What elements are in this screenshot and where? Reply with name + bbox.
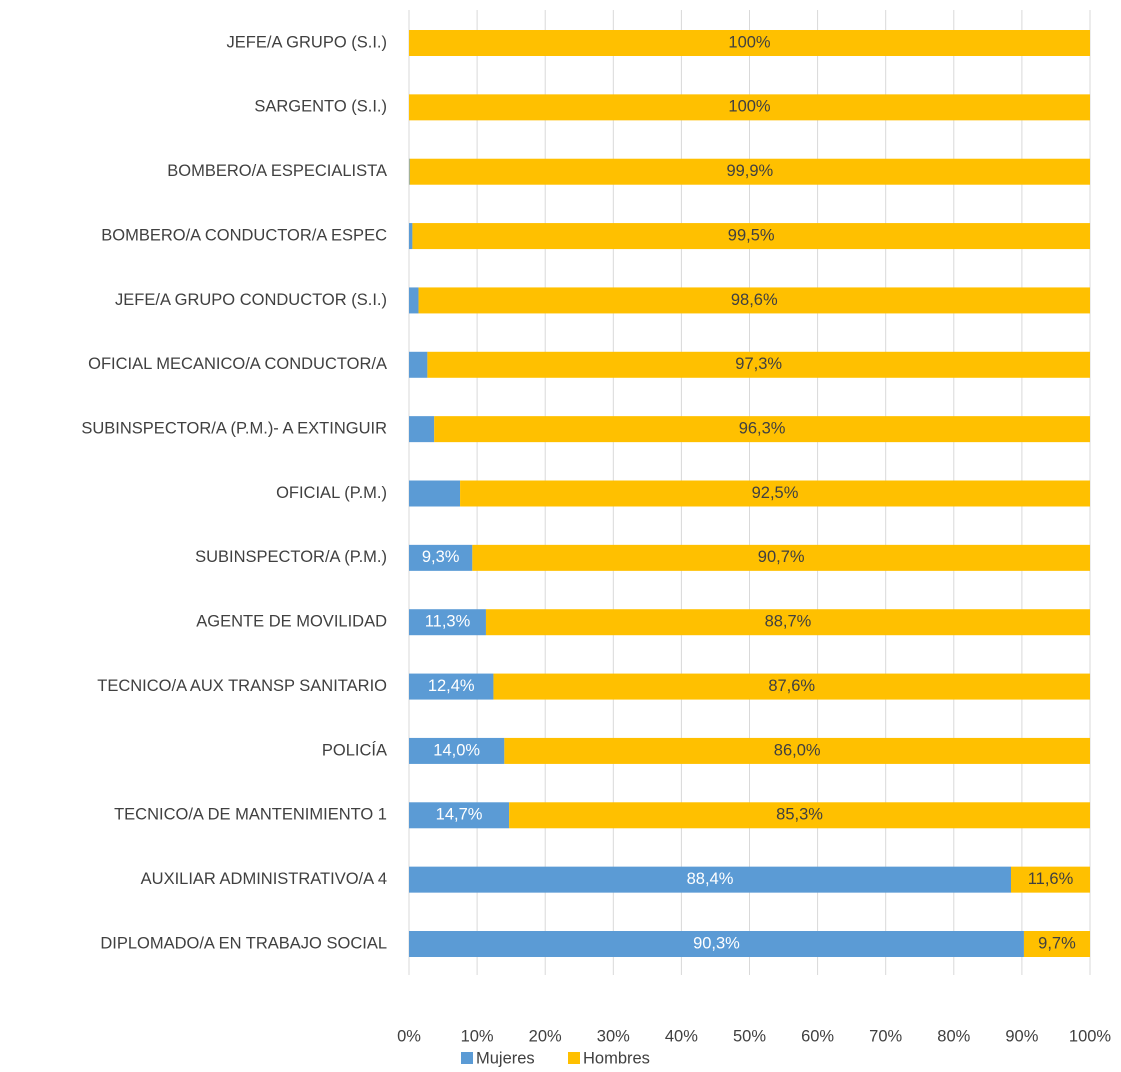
data-label: 11,6% bbox=[1028, 870, 1074, 888]
bar-segment bbox=[427, 351, 1091, 378]
bar-segment bbox=[504, 737, 1091, 764]
bar-segment bbox=[409, 866, 1012, 893]
y-tick-label: AGENTE DE MOVILIDAD bbox=[196, 613, 387, 631]
y-tick-label: TECNICO/A AUX TRANSP SANITARIO bbox=[97, 677, 387, 695]
data-label: 86,0% bbox=[774, 741, 821, 759]
data-label: 11,3% bbox=[425, 613, 471, 631]
y-tick-label: SUBINSPECTOR/A (P.M.)- A EXTINGUIR bbox=[81, 420, 387, 438]
x-tick-label: 40% bbox=[665, 1027, 698, 1045]
legend-label: Hombres bbox=[583, 1049, 650, 1067]
bar-segment bbox=[409, 673, 494, 700]
legend-swatch bbox=[568, 1052, 580, 1064]
data-label: 87,6% bbox=[768, 677, 815, 695]
y-tick-label: SUBINSPECTOR/A (P.M.) bbox=[195, 548, 387, 566]
bar-segment bbox=[485, 609, 1090, 636]
data-label: 9,7% bbox=[1038, 934, 1076, 952]
bar-segment bbox=[409, 544, 473, 571]
data-label: 100% bbox=[728, 33, 771, 51]
y-tick-label: OFICIAL (P.M.) bbox=[276, 484, 387, 502]
data-label: 96,3% bbox=[739, 420, 786, 438]
x-tick-label: 80% bbox=[937, 1027, 970, 1045]
legend-swatch bbox=[461, 1052, 473, 1064]
x-tick-label: 0% bbox=[397, 1027, 421, 1045]
bar-segment bbox=[409, 480, 461, 507]
x-tick-label: 70% bbox=[869, 1027, 902, 1045]
x-tick-label: 90% bbox=[1005, 1027, 1038, 1045]
bar-segment bbox=[472, 544, 1090, 571]
bar-segment bbox=[409, 158, 1090, 185]
x-tick-label: 100% bbox=[1069, 1027, 1112, 1045]
y-tick-label: TECNICO/A DE MANTENIMIENTO 1 bbox=[114, 806, 387, 824]
bar-segment bbox=[1023, 931, 1090, 957]
data-label: 14,0% bbox=[433, 741, 480, 759]
bar-segment bbox=[409, 609, 486, 636]
bar-segment bbox=[460, 480, 1090, 507]
data-label: 100% bbox=[728, 98, 771, 116]
data-label: 92,5% bbox=[752, 484, 799, 502]
data-label: 90,7% bbox=[758, 548, 805, 566]
x-tick-label: 20% bbox=[529, 1027, 562, 1045]
data-label: 99,5% bbox=[728, 226, 775, 244]
bar-segment bbox=[434, 416, 1090, 443]
data-label: 88,4% bbox=[687, 870, 734, 888]
data-label: 90,3% bbox=[693, 934, 740, 952]
y-tick-label: DIPLOMADO/A EN TRABAJO SOCIAL bbox=[100, 934, 387, 952]
data-label: 85,3% bbox=[776, 806, 823, 824]
y-tick-label: POLICÍA bbox=[322, 740, 387, 759]
y-tick-label: BOMBERO/A ESPECIALISTA bbox=[167, 162, 387, 180]
y-tick-label: BOMBERO/A CONDUCTOR/A ESPEC bbox=[101, 226, 387, 244]
x-tick-label: 60% bbox=[801, 1027, 834, 1045]
bar-segment bbox=[418, 287, 1090, 314]
x-tick-label: 50% bbox=[733, 1027, 766, 1045]
data-label: 98,6% bbox=[731, 291, 778, 309]
x-tick-label: 30% bbox=[597, 1027, 630, 1045]
legend-label: Mujeres bbox=[476, 1049, 535, 1067]
bar-segment bbox=[409, 737, 505, 764]
bar-segment bbox=[409, 158, 410, 185]
bar-segment bbox=[1011, 866, 1090, 893]
bar-segment bbox=[409, 30, 1090, 56]
y-tick-label: OFICIAL MECANICO/A CONDUCTOR/A bbox=[88, 355, 387, 373]
y-tick-label: SARGENTO (S.I.) bbox=[254, 98, 387, 116]
data-label: 14,7% bbox=[436, 806, 483, 824]
bar-segment bbox=[409, 931, 1024, 957]
bar-segment bbox=[412, 223, 1090, 250]
bar-segment bbox=[409, 287, 419, 314]
x-tick-label: 10% bbox=[461, 1027, 494, 1045]
y-tick-label: JEFE/A GRUPO CONDUCTOR (S.I.) bbox=[115, 291, 387, 309]
bar-segment bbox=[409, 94, 1090, 121]
data-label: 12,4% bbox=[428, 677, 475, 695]
bar-segment bbox=[409, 802, 510, 829]
bar-segment bbox=[493, 673, 1091, 700]
data-label: 97,3% bbox=[735, 355, 782, 373]
bar-segment bbox=[409, 223, 413, 250]
data-label: 88,7% bbox=[765, 613, 812, 631]
y-tick-label: JEFE/A GRUPO (S.I.) bbox=[227, 33, 387, 51]
data-label: 9,3% bbox=[422, 548, 460, 566]
bar-segment bbox=[409, 416, 435, 443]
bar-segment bbox=[509, 802, 1090, 829]
y-tick-label: AUXILIAR ADMINISTRATIVO/A 4 bbox=[141, 870, 387, 888]
bar-segment bbox=[409, 351, 428, 378]
data-label: 99,9% bbox=[726, 162, 773, 180]
